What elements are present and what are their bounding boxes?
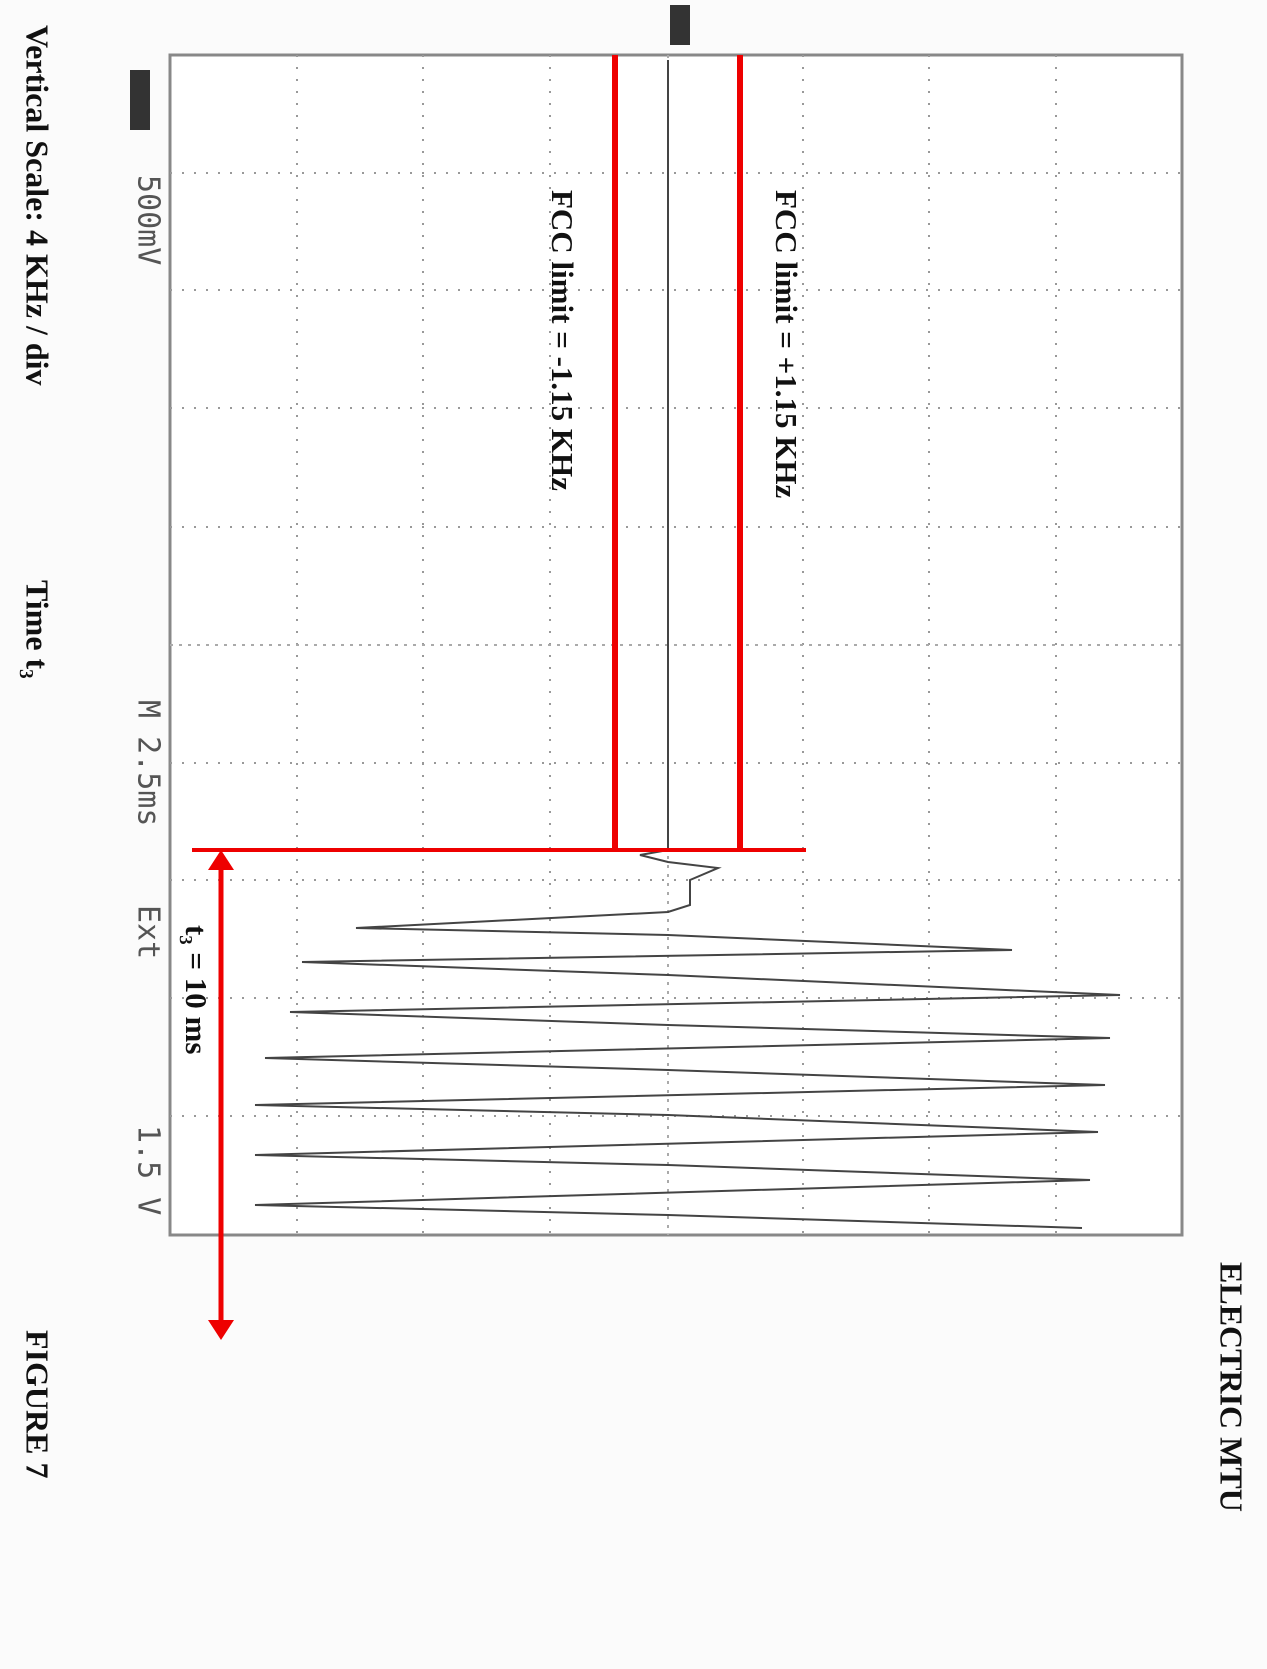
- duration-label: t₃ = 10 ms: [179, 925, 214, 1054]
- lower-limit-label: FCC limit = -1.15 KHz: [545, 190, 580, 491]
- vertical-scale: Vertical Scale: 4 KHz / div: [20, 25, 56, 386]
- figure: Vertical Scale: 4 KHz / div Time t₃ FIGU…: [0, 0, 1267, 1669]
- trigger-level: 1.5 V: [131, 1125, 166, 1215]
- upper-limit-label: FCC limit = +1.15 KHz: [769, 190, 804, 499]
- channel-scale: 500mV: [131, 175, 166, 265]
- trigger-marker: [670, 5, 690, 45]
- trigger-source: Ext: [131, 905, 166, 959]
- figure-label: FIGURE 7: [20, 1330, 56, 1478]
- company: ELECTRIC MTU: [1214, 1262, 1250, 1512]
- time-label: Time t₃: [20, 580, 56, 679]
- channel-marker: [130, 70, 150, 130]
- timebase: M 2.5ms: [131, 700, 166, 826]
